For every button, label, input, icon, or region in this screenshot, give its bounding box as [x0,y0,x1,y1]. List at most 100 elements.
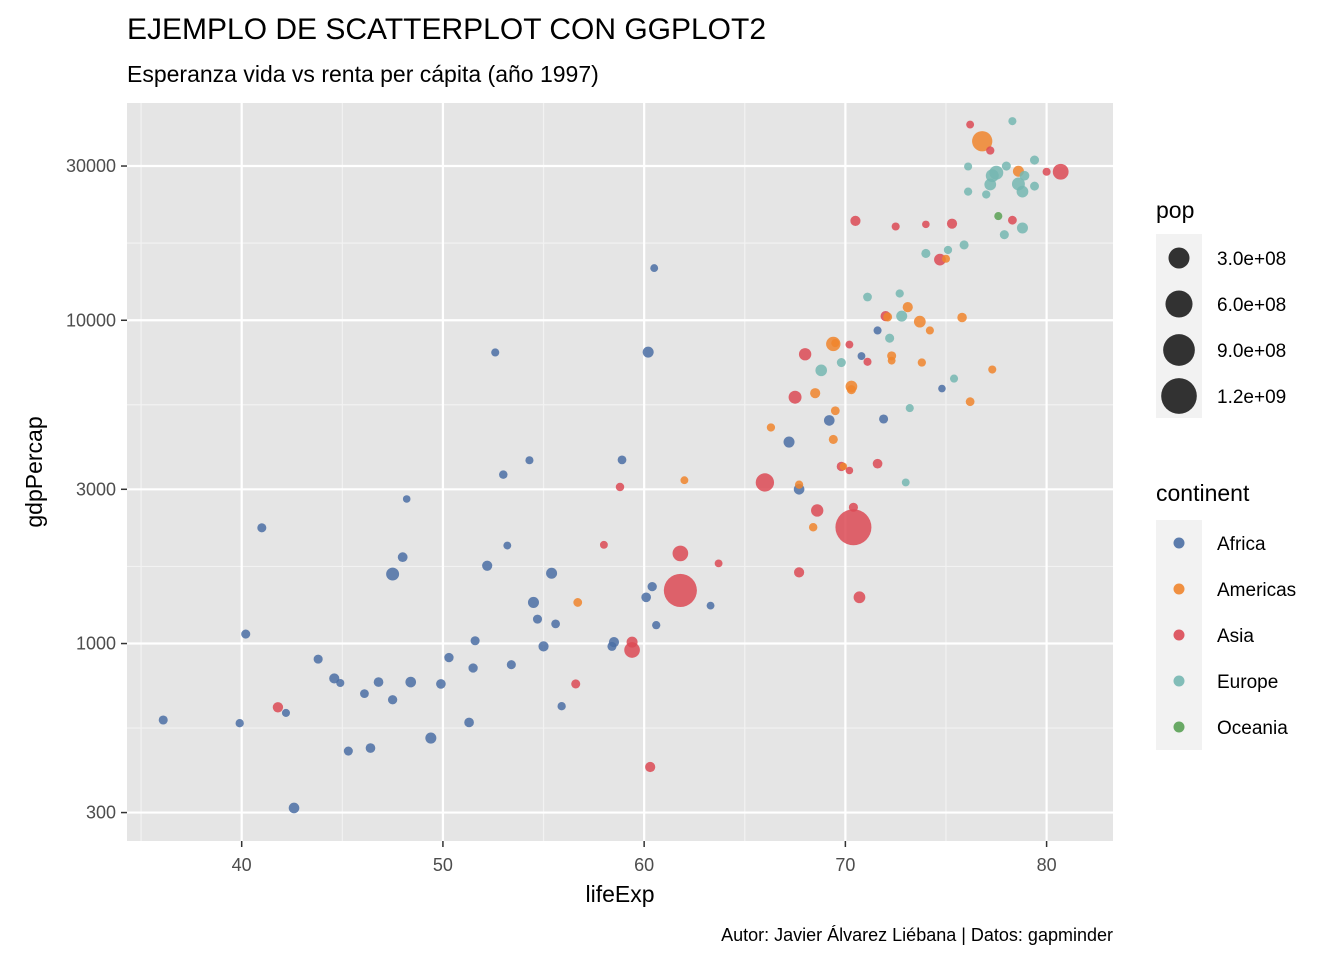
data-point-europe [1016,185,1029,198]
data-point-europe [885,333,895,343]
data-point-africa [503,541,512,550]
grid-minor [127,103,1113,841]
legend-color-label-asia: Asia [1217,626,1254,647]
data-point-africa [499,470,508,479]
data-point-asia [1052,163,1069,180]
data-point-americas [917,358,926,367]
data-point-europe [984,178,997,191]
data-point-africa [470,636,480,646]
y-axis-ticks: 300 1000 3000 10000 30000 [66,156,127,823]
data-point-asia [1042,167,1051,176]
data-point-africa [482,560,493,571]
y-tick-label: 300 [86,803,116,823]
legend-color-key-oceania [1173,721,1185,733]
data-point-europe [1016,222,1028,234]
legend-size-label: 3.0e+08 [1217,249,1286,270]
data-point-africa [783,436,795,448]
legend-size-label: 9.0e+08 [1217,341,1286,362]
data-point-asia [794,567,805,578]
data-point-europe [1001,161,1011,171]
x-tick-label: 60 [634,855,654,875]
data-point-europe [1029,155,1040,165]
data-point-europe [949,374,959,383]
data-point-europe [815,364,828,377]
data-point-africa [158,715,168,725]
data-point-africa [873,326,882,335]
data-point-africa [525,456,534,465]
legend-size: pop 3.0e+08 6.0e+08 9.0e+08 1.2e+09 [1156,197,1286,418]
data-point-africa [823,415,835,426]
data-point-europe [999,230,1009,240]
legend-size-key [1161,378,1197,414]
data-point-europe [896,310,908,322]
legend-color-label-americas: Americas [1217,580,1296,601]
x-tick-label: 80 [1037,855,1057,875]
data-points [158,117,1069,814]
x-tick-label: 40 [232,855,252,875]
data-point-americas [794,480,804,489]
data-point-europe [1019,170,1030,181]
data-point-africa [642,346,654,358]
data-point-africa [652,620,661,630]
data-point-asia [272,702,284,713]
y-tick-label: 10000 [66,310,116,330]
x-tick-label: 70 [835,855,855,875]
data-point-americas [831,339,840,348]
data-point-asia [1007,215,1017,225]
legend-color-key-africa [1173,537,1185,549]
data-point-africa [491,348,500,357]
data-point-europe [836,358,846,368]
chart-caption: Autor: Javier Álvarez Liébana | Datos: g… [721,925,1113,945]
data-point-asia [645,761,656,773]
data-point-asia [848,502,858,512]
data-point-americas [887,356,896,365]
data-point-asia [811,504,824,517]
data-point-americas [680,476,689,485]
data-point-africa [538,641,549,652]
data-point-africa [386,567,400,581]
data-point-africa [373,677,384,687]
y-tick-label: 1000 [76,634,116,654]
data-point-africa [468,663,478,673]
data-point-asia [788,390,802,404]
legend-size-key [1168,247,1190,269]
data-point-americas [828,434,838,444]
data-point-asia [714,559,723,568]
data-point-europe [1008,117,1017,126]
data-point-europe [905,404,914,413]
chart-subtitle: Esperanza vida vs renta per cápita (año … [127,61,599,87]
data-point-americas [883,312,893,322]
data-point-asia [599,540,608,549]
data-point-americas [846,385,856,395]
data-point-americas [839,462,848,471]
data-point-africa [360,689,369,699]
data-point-asia [615,482,625,492]
data-point-africa [527,596,539,608]
legend-color-title: continent [1156,480,1250,506]
data-point-asia [863,357,872,366]
data-point-asia [946,218,958,229]
data-point-africa [506,660,516,670]
data-point-africa [551,619,561,629]
data-point-africa [402,495,411,503]
data-point-americas [830,406,840,416]
data-point-africa [313,654,323,664]
data-point-africa [938,384,946,393]
data-point-asia [966,120,975,129]
legend-color-label-europe: Europe [1217,672,1278,693]
data-point-asia [922,220,930,229]
data-point-africa [546,567,558,579]
plot-panel [127,103,1113,841]
data-point-africa [425,732,437,744]
data-point-africa [647,581,657,592]
y-axis-title: gdpPercap [21,416,47,527]
data-point-asia [850,215,861,226]
data-point-africa [397,552,408,563]
data-point-africa [617,455,627,465]
y-tick-label: 3000 [76,479,116,499]
data-point-americas [925,326,934,335]
data-point-asia [872,458,883,469]
data-point-europe [964,162,973,171]
data-point-asia [798,348,812,361]
legend-color-key-europe [1173,675,1185,687]
